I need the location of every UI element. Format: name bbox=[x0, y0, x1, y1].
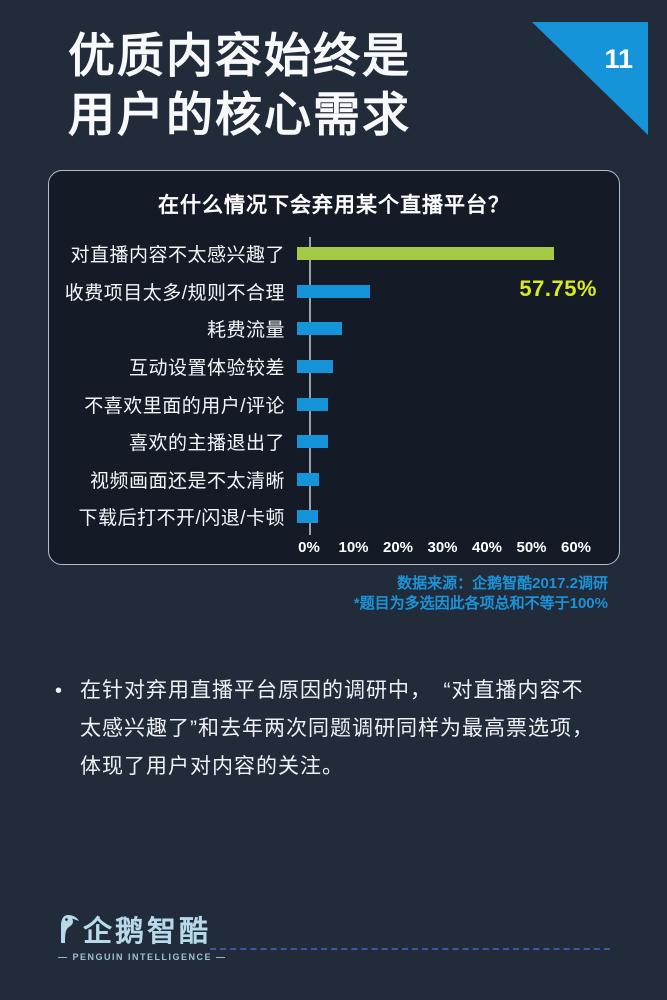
chart-row: 对直播内容不太感兴趣了 bbox=[49, 235, 619, 273]
chart-row: 互动设置体验较差 bbox=[49, 348, 619, 386]
chart-row: 视频画面还是不太清晰 bbox=[49, 461, 619, 499]
bar bbox=[297, 472, 320, 486]
bar bbox=[297, 510, 319, 524]
penguin-logo-icon bbox=[58, 914, 83, 949]
bar-chart-rows: 对直播内容不太感兴趣了 收费项目太多/规则不合理耗费流量互动设置体验较差不喜欢里面… bbox=[49, 235, 619, 536]
category-label: 互动设置体验较差 bbox=[128, 358, 285, 380]
commentary-line: 体现了用户对内容的关注。 bbox=[80, 755, 344, 778]
bar bbox=[297, 284, 371, 298]
chart-title: 在什么情况下会弃用某个直播平台？ bbox=[158, 194, 510, 217]
brand-logo: 企鹅智酷 — PENGUIN INTELLIGENCE — bbox=[58, 914, 227, 962]
chart-row: 耗费流量 bbox=[49, 310, 619, 348]
bar-track bbox=[297, 322, 564, 336]
y-axis-line bbox=[309, 237, 311, 535]
divider-dashed-line bbox=[210, 948, 610, 950]
x-axis-tick-label: 40% bbox=[471, 539, 503, 556]
bar-track bbox=[297, 435, 564, 449]
top-bar-value-label: 57.75% bbox=[519, 276, 597, 301]
category-label: 对直播内容不太感兴趣了 bbox=[70, 245, 285, 267]
commentary-line: 太感兴趣了”和去年两次同题调研同样为最高票选项， bbox=[80, 717, 594, 740]
category-label: 不喜欢里面的用户/评论 bbox=[84, 395, 285, 417]
bar-track bbox=[297, 247, 564, 261]
data-source-line2: *题目为多选因此各项总和不等于100% bbox=[353, 595, 608, 612]
bar-track bbox=[297, 284, 564, 298]
chart-row: 收费项目太多/规则不合理 bbox=[49, 273, 619, 311]
brand-logo-subtext: — PENGUIN INTELLIGENCE — bbox=[58, 952, 227, 962]
data-source-line1: 数据来源：企鹅智酷2017.2调研 bbox=[397, 575, 608, 592]
x-axis-tick-label: 60% bbox=[560, 539, 592, 556]
x-axis-tick-label: 30% bbox=[427, 539, 458, 556]
bar-track bbox=[297, 510, 564, 524]
chart-panel: 在什么情况下会弃用某个直播平台？ 对直播内容不太感兴趣了 收费项目太多/规则不合理… bbox=[48, 170, 620, 565]
chart-row: 下载后打不开/闪退/卡顿 bbox=[49, 498, 619, 536]
commentary-line: 在针对弃用直播平台原因的调研中， “对直播内容不 bbox=[80, 679, 584, 702]
commentary-block: • 在针对弃用直播平台原因的调研中， “对直播内容不 太感兴趣了”和去年两次同题… bbox=[55, 672, 620, 786]
bar-track bbox=[297, 472, 564, 486]
page-number-ribbon: 11 bbox=[532, 22, 648, 135]
x-axis-tick-label: 0% bbox=[298, 539, 320, 556]
commentary-text: 在针对弃用直播平台原因的调研中， “对直播内容不 太感兴趣了”和去年两次同题调研… bbox=[80, 672, 594, 786]
bar bbox=[297, 397, 329, 411]
category-label: 收费项目太多/规则不合理 bbox=[64, 282, 285, 304]
bar bbox=[297, 247, 554, 261]
chart-row: 不喜欢里面的用户/评论 bbox=[49, 385, 619, 423]
brand-logo-text: 企鹅智酷 bbox=[83, 916, 212, 948]
bar bbox=[297, 435, 329, 449]
chart-row: 喜欢的主播退出了 bbox=[49, 423, 619, 461]
x-axis-tick-label: 10% bbox=[338, 539, 369, 556]
page-title: 优质内容始终是 用户的核心需求 bbox=[68, 29, 411, 141]
data-source-note: 数据来源：企鹅智酷2017.2调研 *题目为多选因此各项总和不等于100% bbox=[354, 574, 608, 614]
x-axis-ticks: 0% 10% 20% 30% 40% 50% 60% bbox=[298, 539, 591, 559]
category-label: 下载后打不开/闪退/卡顿 bbox=[78, 508, 285, 530]
x-axis-tick-label: 20% bbox=[382, 539, 414, 556]
page-number: 11 bbox=[604, 44, 633, 74]
bar-track bbox=[297, 397, 564, 411]
bar-track bbox=[297, 360, 564, 374]
bullet-marker: • bbox=[55, 680, 63, 702]
category-label: 耗费流量 bbox=[206, 320, 285, 342]
x-axis-tick-label: 50% bbox=[516, 539, 547, 556]
bar bbox=[297, 360, 333, 374]
category-label: 喜欢的主播退出了 bbox=[128, 433, 285, 455]
bar bbox=[297, 322, 342, 336]
category-label: 视频画面还是不太清晰 bbox=[89, 470, 285, 492]
